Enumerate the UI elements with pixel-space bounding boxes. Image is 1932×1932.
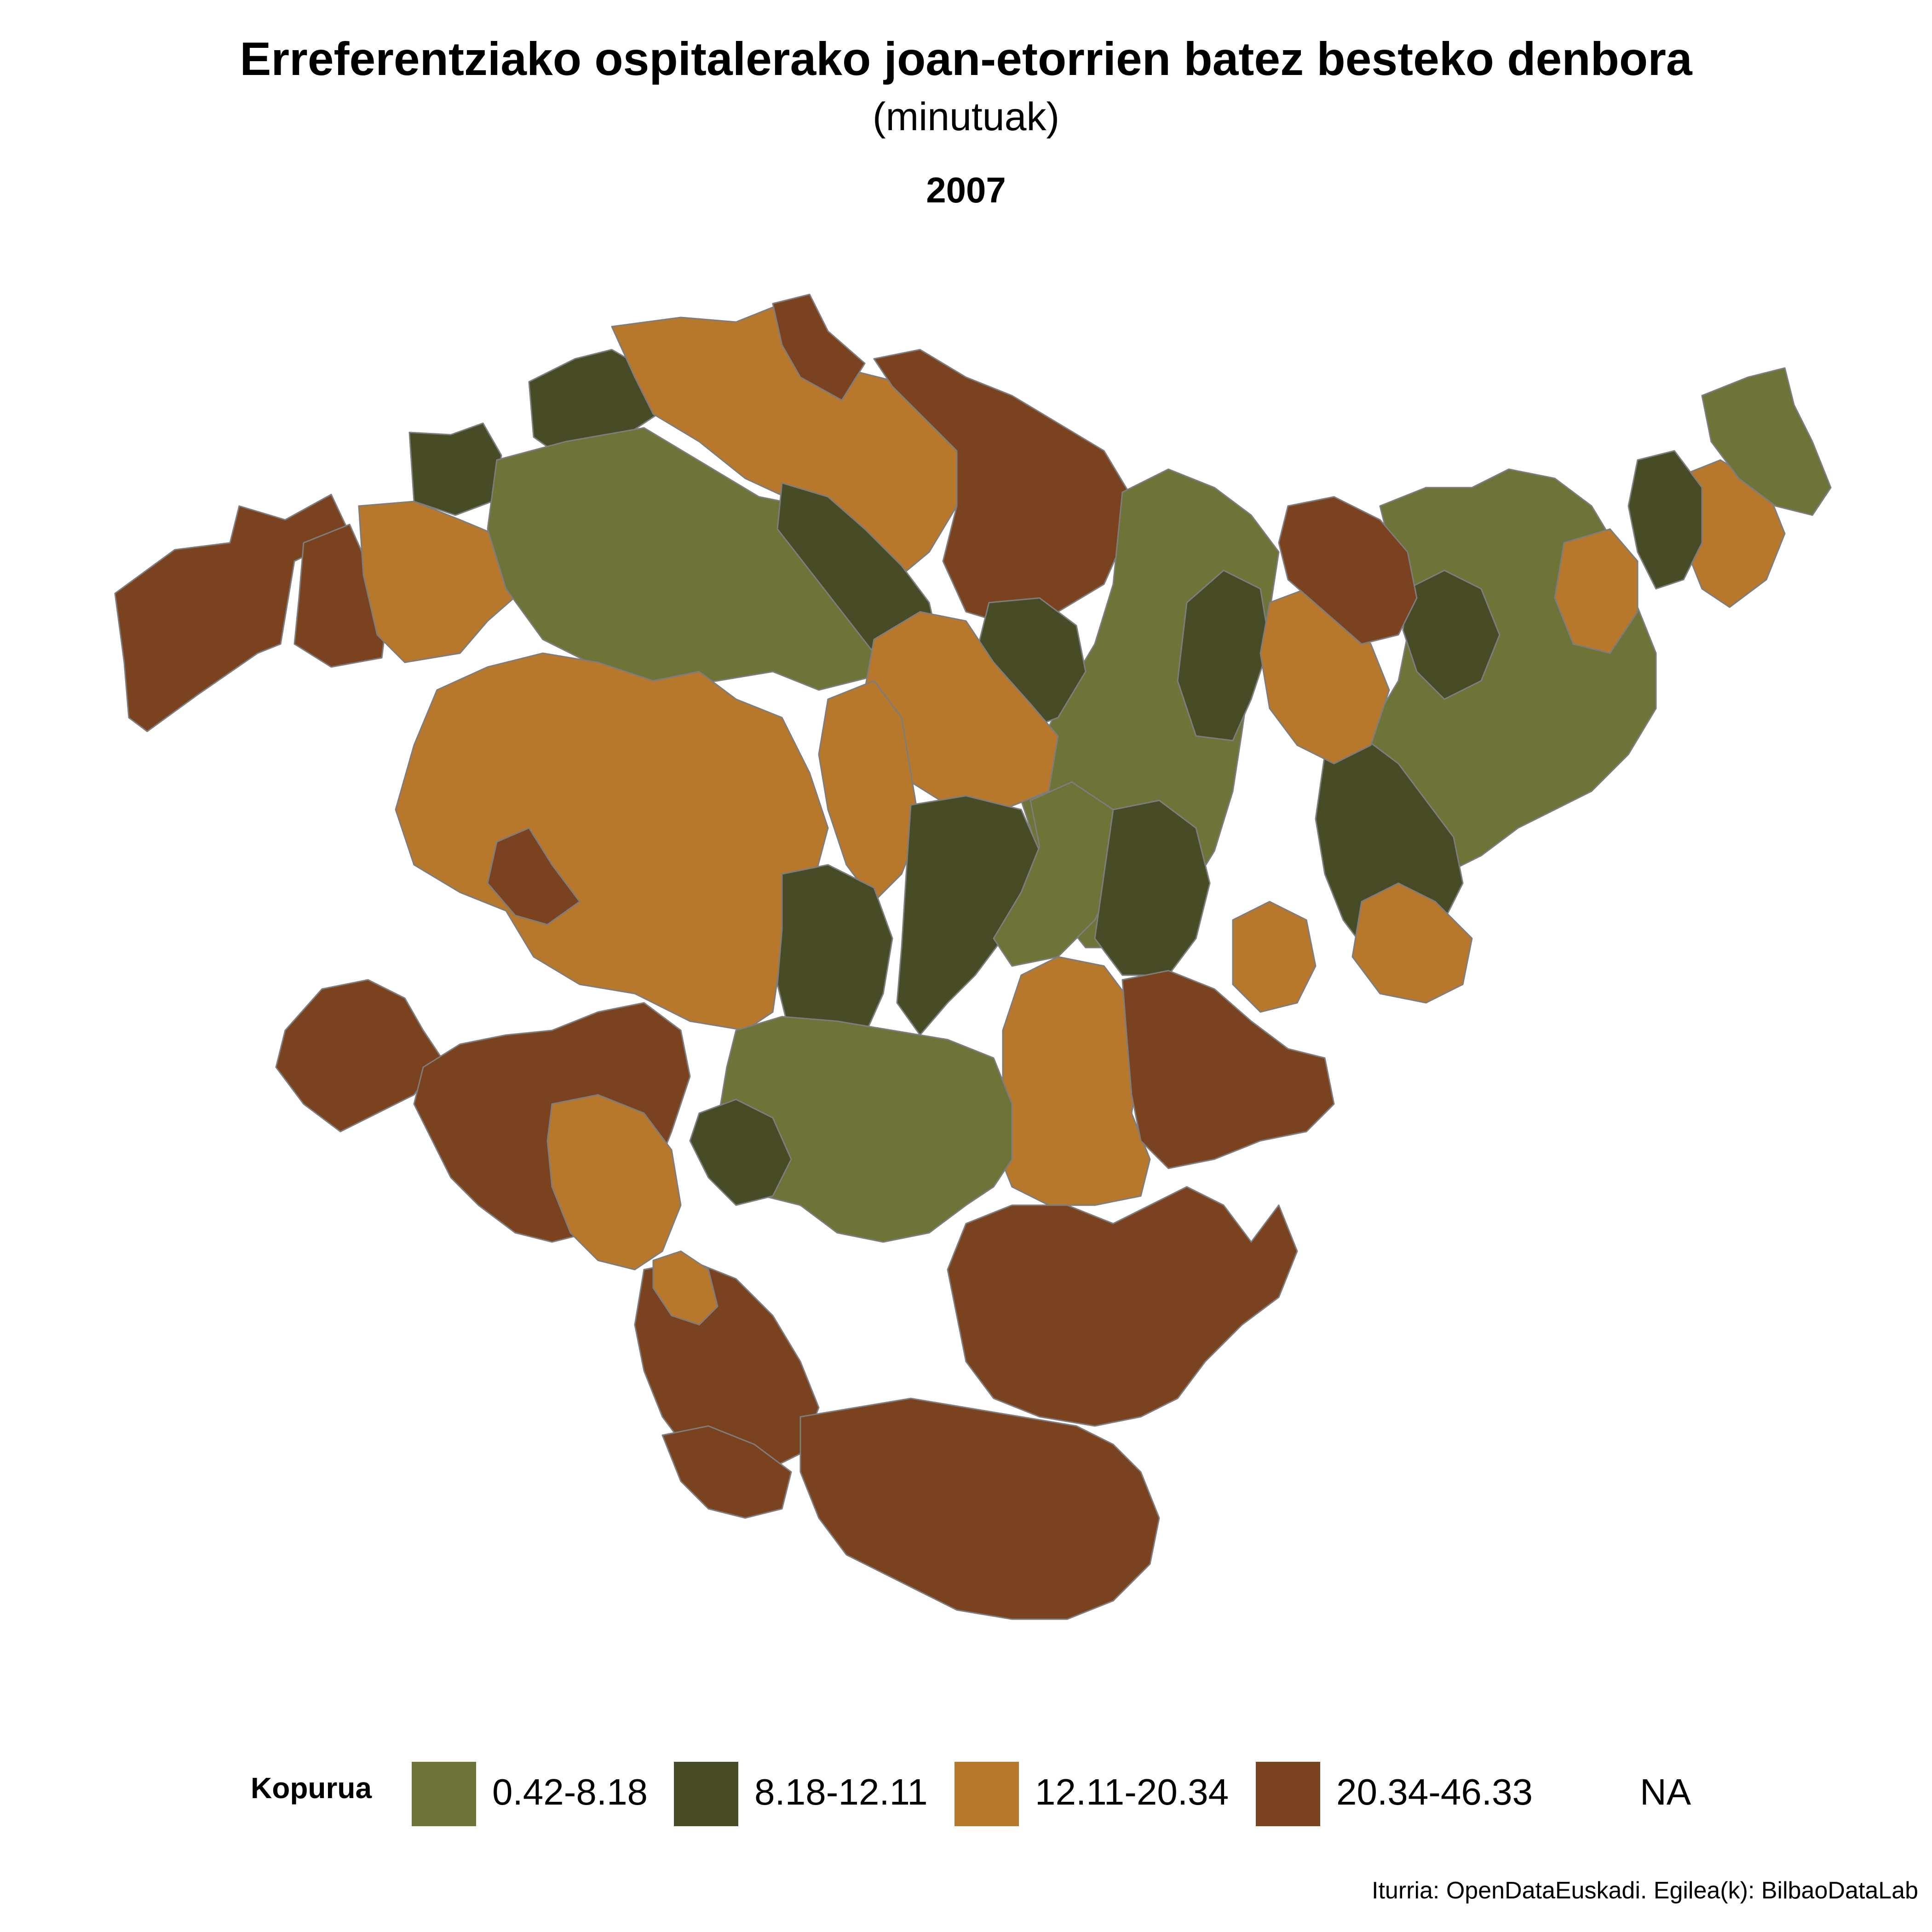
legend-label-0: 0.42-8.18 [492, 1771, 648, 1812]
legend-swatch-na [1555, 1762, 1619, 1826]
legend-label-2: 12.11-20.34 [1035, 1771, 1229, 1812]
legend-label-na: NA [1640, 1771, 1691, 1812]
region-gorbeialdea [395, 652, 829, 1031]
legend-swatch-2 [954, 1762, 1019, 1826]
map-subtitle: (minutuak) [872, 95, 1060, 139]
legend-label-3: 20.34-46.33 [1336, 1771, 1533, 1812]
region-iruna-dark [689, 1098, 792, 1206]
region-agurain-red [1121, 970, 1335, 1169]
region-debagoiena [1094, 799, 1211, 976]
region-west-enclave [114, 494, 351, 732]
region-muskiz [408, 422, 502, 516]
region-bermeo [772, 293, 866, 401]
legend-swatch-1 [674, 1762, 738, 1826]
region-pasaia-dark [1627, 450, 1703, 590]
source-caption: Iturria: OpenDataEuskadi. Egilea(k): Bil… [1372, 1877, 1918, 1904]
region-enkarterri [358, 500, 525, 663]
region-orange-south-patch [652, 1250, 719, 1326]
region-eibar [1177, 569, 1271, 742]
legend-title: Kopurua [251, 1771, 372, 1805]
region-orozko [818, 680, 921, 903]
region-busturialdea [873, 349, 1133, 627]
map-title: Erreferentziako ospitalerako joan-etorri… [240, 33, 1692, 85]
region-montana-red [947, 1186, 1298, 1427]
region-donostia-orange [1554, 528, 1639, 654]
region-ayala-patch [487, 827, 581, 926]
legend-label-1: 8.18-12.11 [754, 1771, 928, 1812]
map-year: 2007 [926, 170, 1006, 210]
region-orange-west-alava [546, 1094, 682, 1271]
region-bidasoa-green [1701, 367, 1832, 516]
legend-swatch-0 [412, 1762, 476, 1826]
region-zigoitia [896, 795, 1041, 1036]
region-rioja-alavesa-red [799, 1397, 1160, 1620]
region-goierri-orange-2 [1351, 882, 1473, 1004]
region-goierri-orange [1232, 901, 1317, 1013]
region-tolosaldea [1402, 569, 1501, 700]
region-zumaia-red [1278, 496, 1418, 645]
legend-swatch-3 [1256, 1762, 1320, 1826]
region-oion-red [661, 1425, 792, 1519]
